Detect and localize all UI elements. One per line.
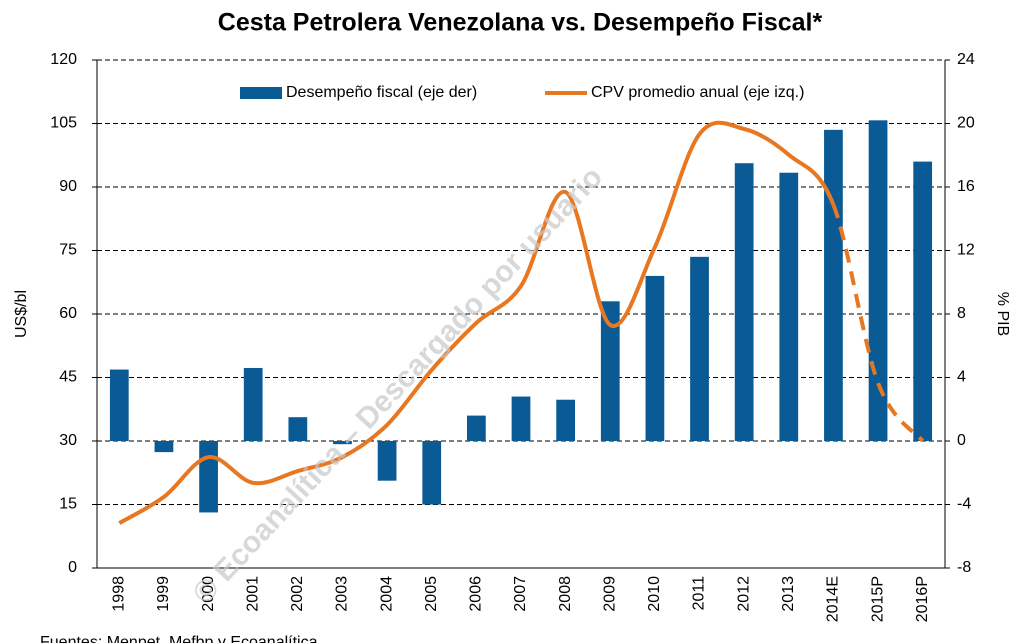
y2-tick-label: 16 bbox=[957, 178, 975, 195]
bar bbox=[154, 441, 174, 453]
bar bbox=[913, 161, 933, 441]
x-tick-label: 2012 bbox=[735, 576, 752, 612]
x-tick-label: 2007 bbox=[512, 576, 529, 612]
y2-tick-label: 20 bbox=[957, 115, 975, 132]
y-tick-label: 60 bbox=[59, 305, 77, 322]
x-tick-label: 2002 bbox=[289, 576, 306, 612]
bar bbox=[779, 172, 799, 441]
x-tick-label: 2008 bbox=[557, 576, 574, 612]
y-tick-label: 0 bbox=[68, 559, 77, 576]
bar bbox=[690, 256, 709, 441]
bar bbox=[422, 441, 442, 505]
x-tick-label: 2005 bbox=[423, 576, 440, 612]
bar bbox=[824, 129, 843, 441]
bar bbox=[377, 441, 397, 481]
y-tick-label: 105 bbox=[50, 115, 77, 132]
y-tick-label: 75 bbox=[59, 242, 77, 259]
legend-swatch bbox=[240, 87, 282, 99]
x-tick-label: 2004 bbox=[378, 576, 395, 612]
line bbox=[831, 204, 925, 443]
bar bbox=[556, 399, 576, 441]
x-tick-label: 2001 bbox=[244, 576, 261, 612]
bar bbox=[600, 301, 620, 441]
legend-label: CPV promedio anual (eje izq.) bbox=[591, 84, 804, 101]
bar bbox=[199, 441, 218, 513]
x-tick-label: 2009 bbox=[601, 576, 618, 612]
x-tick-label: 2006 bbox=[468, 576, 485, 612]
x-tick-label: 1999 bbox=[155, 576, 172, 612]
x-tick-label: 2000 bbox=[200, 576, 217, 612]
y-tick-label: 45 bbox=[59, 369, 77, 386]
x-tick-label: 2014E bbox=[825, 576, 842, 622]
line bbox=[118, 120, 836, 525]
bar bbox=[868, 120, 888, 441]
chart-title: Cesta Petrolera Venezolana vs. Desempeño… bbox=[218, 9, 823, 37]
y-tick-label: 90 bbox=[59, 178, 77, 195]
bar bbox=[288, 417, 308, 441]
y2-tick-label: -4 bbox=[957, 496, 971, 513]
source-note: Fuentes: Menpet, Mefbp y Ecoanalítica bbox=[40, 634, 318, 643]
bar bbox=[645, 275, 665, 441]
y2-tick-label: 24 bbox=[957, 51, 975, 68]
x-tick-label: 2016P bbox=[914, 576, 931, 622]
x-tick-label: 2011 bbox=[691, 576, 708, 611]
bar bbox=[734, 163, 754, 441]
y-tick-label: 15 bbox=[59, 496, 77, 513]
bar bbox=[243, 367, 263, 441]
bar bbox=[466, 415, 486, 441]
y2-axis-label: % PIB bbox=[994, 292, 1011, 336]
x-tick-label: 2015P bbox=[869, 576, 886, 622]
y2-tick-label: 8 bbox=[957, 305, 966, 322]
y-tick-label: 120 bbox=[50, 51, 77, 68]
y-tick-label: 30 bbox=[59, 432, 77, 449]
y-axis-label: US$/bl bbox=[13, 290, 30, 338]
y2-tick-label: 4 bbox=[957, 369, 966, 386]
x-tick-label: 1998 bbox=[111, 576, 128, 612]
x-tick-label: 2003 bbox=[334, 576, 351, 612]
y2-tick-label: -8 bbox=[957, 559, 971, 576]
x-tick-label: 2013 bbox=[780, 576, 797, 612]
bar bbox=[333, 441, 352, 445]
y2-tick-label: 12 bbox=[957, 242, 975, 259]
bar bbox=[109, 369, 129, 441]
x-tick-label: 2010 bbox=[646, 576, 663, 612]
y2-tick-label: 0 bbox=[957, 432, 966, 449]
bar bbox=[511, 396, 531, 441]
legend-label: Desempeño fiscal (eje der) bbox=[286, 84, 477, 101]
